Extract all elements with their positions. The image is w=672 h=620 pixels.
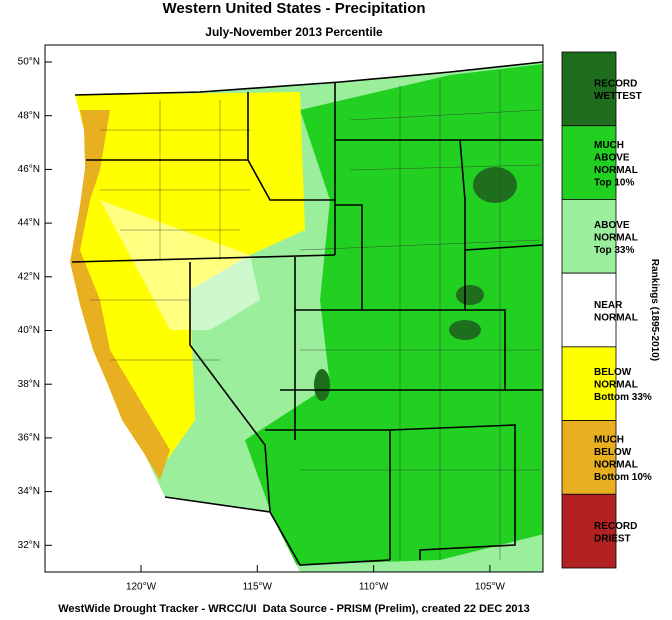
lon-label: 120°W [126,582,157,593]
state-borders [71,61,543,566]
legend-label: Top 10% [594,177,634,188]
legend-label: Bottom 33% [594,392,652,403]
legend-title: Rankings (1895-2010) [649,259,660,361]
legend-label: WETTEST [594,91,642,102]
legend-label: MUCH [594,140,624,151]
legend-label: ABOVE [594,152,630,163]
legend-swatch [561,493,617,569]
record-wet [314,369,330,401]
legend-label: NORMAL [594,312,638,323]
legend-swatch [561,199,617,274]
legend-label: NORMAL [594,380,638,391]
legend-label: BELOW [594,447,632,458]
lat-label: 34°N [18,486,40,497]
legend-label: NORMAL [594,232,638,243]
legend-swatch [561,51,617,127]
lat-label: 50°N [18,57,40,68]
record-wet [449,320,481,340]
lat-label: 36°N [18,433,40,444]
near-normal-area [100,200,260,330]
lat-label: 38°N [18,379,40,390]
lon-label: 105°W [475,582,506,593]
legend-label: NORMAL [594,460,638,471]
legend-label: BELOW [594,367,632,378]
legend-swatch [561,272,617,348]
legend-label: RECORD [594,521,637,532]
very-dry-area [70,110,170,480]
lon-label: 115°W [243,582,273,593]
legend-swatch [561,125,617,200]
lat-label: 40°N [18,325,40,336]
lat-label: 42°N [18,271,40,282]
lat-label: 48°N [18,110,40,121]
legend-label: Bottom 10% [594,472,652,483]
map [45,45,543,572]
record-wet [473,167,517,203]
ocean [45,45,165,497]
legend-swatch [561,420,617,495]
footer: WestWide Drought Tracker - WRCC/UI Data … [58,603,530,615]
legend-label: MUCH [594,435,624,446]
legend-label: RECORD [594,79,637,90]
lat-label: 32°N [18,540,40,551]
legend-label: Top 33% [594,245,634,256]
canada [45,45,543,95]
lon-label: 110°W [359,582,389,593]
legend-swatch [561,346,617,421]
lat-label: 46°N [18,164,40,175]
legend-label: ABOVE [594,220,630,231]
mexico [45,497,300,572]
county-lines [90,70,541,560]
subtitle: July-November 2013 Percentile [205,25,383,39]
wet-area [245,64,543,565]
record-wet [456,285,484,305]
title: Western United States - Precipitation [162,0,425,17]
legend-label: NORMAL [594,165,638,176]
lat-label: 44°N [18,218,40,229]
map-frame [44,44,544,573]
legend-label: NEAR [594,300,623,311]
legend-label: DRIEST [594,533,631,544]
